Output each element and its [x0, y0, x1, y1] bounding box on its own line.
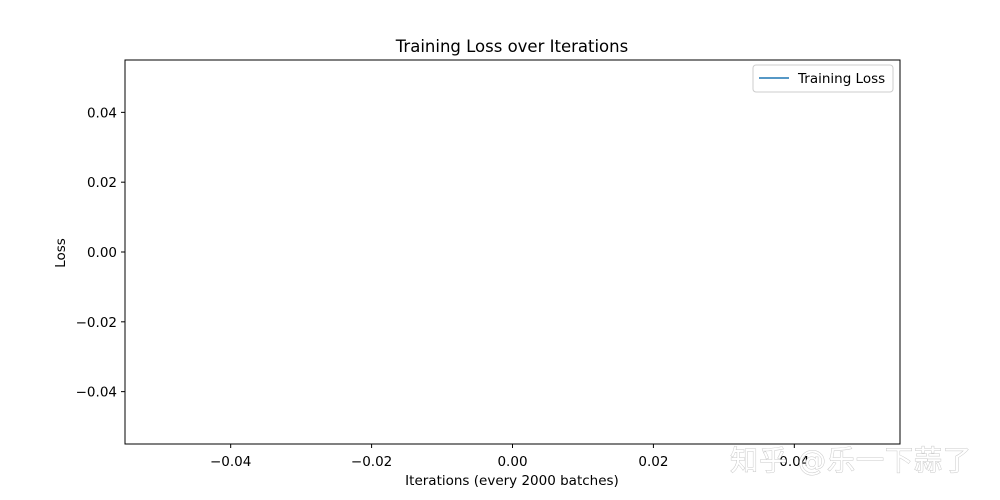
watermark: 知乎 @乐一下蒜了	[730, 444, 972, 477]
x-axis: −0.04 −0.02 0.00 0.02 0.04	[210, 444, 809, 470]
chart-title: Training Loss over Iterations	[395, 37, 628, 56]
x-axis-label: Iterations (every 2000 batches)	[405, 473, 619, 489]
y-axis-label: Loss	[53, 238, 69, 268]
y-tick-label: −0.02	[76, 315, 117, 331]
legend: Training Loss	[752, 64, 894, 93]
legend-label-training-loss: Training Loss	[797, 71, 885, 87]
x-tick-label: 0.02	[638, 454, 668, 470]
legend-box	[752, 64, 894, 93]
y-axis: −0.04 −0.02 0.00 0.02 0.04	[76, 105, 125, 401]
plot-area	[124, 59, 901, 445]
y-tick-label: 0.00	[87, 245, 117, 261]
y-tick-label: 0.02	[87, 175, 117, 191]
x-tick-label: −0.04	[210, 454, 251, 470]
y-tick-label: −0.04	[76, 385, 117, 401]
x-tick-label: 0.00	[497, 454, 527, 470]
x-tick-label: −0.02	[351, 454, 392, 470]
y-tick-label: 0.04	[87, 105, 117, 121]
x-tick-label: 0.04	[779, 454, 809, 470]
